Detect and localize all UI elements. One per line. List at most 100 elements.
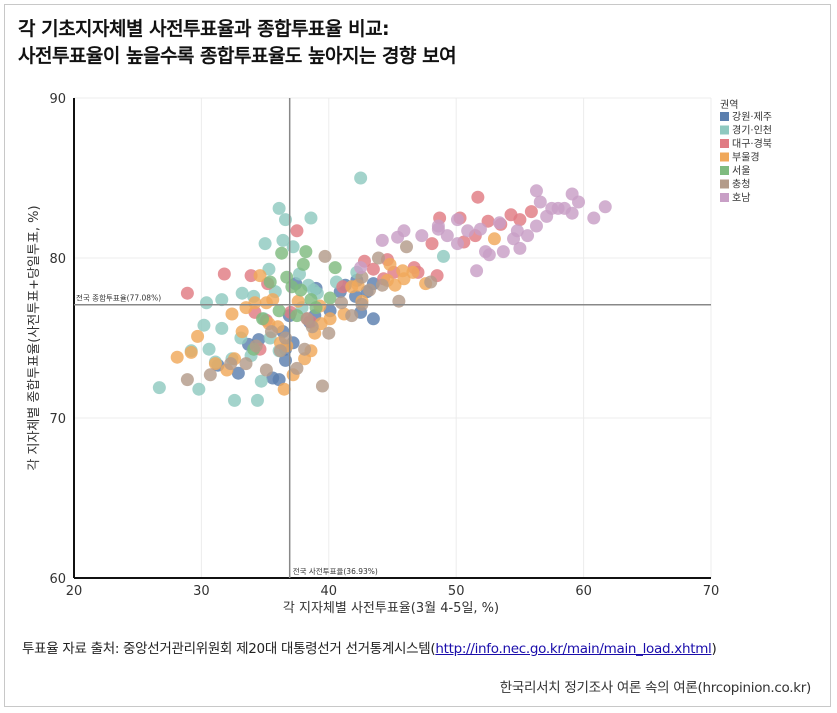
x-tick-label: 20: [66, 584, 83, 599]
data-point: [366, 312, 380, 326]
x-tick-label: 40: [321, 584, 338, 599]
data-point: [431, 219, 445, 233]
data-point: [318, 249, 332, 263]
data-point: [191, 329, 205, 343]
data-point: [215, 293, 229, 307]
legend-swatch: [720, 139, 729, 148]
data-point: [286, 240, 300, 254]
data-point: [244, 269, 258, 283]
legend-item-label: 대구·경북: [732, 137, 772, 150]
figure-frame: [4, 4, 831, 707]
data-point: [170, 350, 184, 364]
data-point: [529, 219, 543, 233]
data-point: [263, 275, 277, 289]
data-point: [291, 294, 305, 308]
data-point: [366, 262, 380, 276]
data-point: [470, 264, 484, 278]
data-point: [278, 213, 292, 227]
data-points: [152, 171, 612, 407]
data-point: [315, 379, 329, 393]
reference-label-vertical: 전국 사전투표율(36.93%): [293, 566, 378, 576]
x-tick-label: 60: [575, 584, 592, 599]
legend-item-label: 서울: [732, 165, 750, 177]
data-point: [278, 353, 292, 367]
data-point: [276, 233, 290, 247]
data-point: [493, 216, 507, 230]
y-tick-label: 80: [49, 252, 66, 267]
data-point: [513, 213, 527, 227]
data-point: [294, 283, 308, 297]
data-point: [513, 241, 527, 255]
data-point: [217, 267, 231, 281]
data-point: [275, 246, 289, 260]
data-point: [450, 213, 464, 227]
data-point: [290, 309, 304, 323]
data-point: [248, 296, 262, 310]
data-point: [228, 393, 242, 407]
x-tick-label: 70: [703, 584, 720, 599]
data-point: [231, 366, 245, 380]
legend-swatch: [720, 125, 729, 135]
data-point: [521, 229, 535, 243]
legend-item-label: 충청: [732, 179, 750, 191]
data-point: [309, 301, 323, 315]
source-suffix: ): [711, 641, 717, 657]
data-point: [345, 309, 359, 323]
data-point: [256, 312, 270, 326]
legend-title: 권역: [720, 99, 738, 111]
data-point: [253, 269, 267, 283]
legend-item-label: 부울경: [732, 151, 760, 164]
data-point: [415, 229, 429, 243]
data-point: [298, 342, 312, 356]
data-point: [354, 261, 368, 275]
legend-swatch: [720, 112, 729, 121]
data-point: [496, 245, 510, 259]
data-point: [363, 283, 377, 297]
data-point: [180, 286, 194, 300]
data-point: [355, 270, 369, 284]
source-link[interactable]: http://info.nec.go.kr/main/main_load.xht…: [435, 641, 712, 657]
credit-note: 한국리서치 정기조사 여론 속의 여론(hrcopinion.co.kr): [499, 680, 812, 696]
data-point: [529, 184, 543, 198]
data-point: [184, 345, 198, 359]
reference-label-horizontal: 전국 종합투표율(77.08%): [76, 293, 161, 303]
data-point: [524, 205, 538, 219]
data-point: [473, 222, 487, 236]
data-point: [354, 171, 368, 185]
data-point: [249, 339, 263, 353]
legend-swatch: [720, 179, 729, 189]
data-point: [406, 265, 420, 279]
data-point: [328, 261, 342, 275]
data-point: [371, 251, 385, 265]
data-point: [510, 224, 524, 238]
data-point: [450, 237, 464, 251]
data-point: [239, 357, 253, 371]
data-point: [436, 249, 450, 263]
legend-swatch: [720, 152, 729, 162]
data-point: [425, 237, 439, 251]
data-point: [272, 201, 286, 215]
legend-item-label: 강원·제주: [732, 111, 772, 123]
data-point: [598, 200, 612, 214]
data-point: [565, 206, 579, 220]
data-point: [400, 240, 414, 254]
data-point: [250, 393, 264, 407]
data-point: [254, 374, 268, 388]
data-point: [440, 229, 454, 243]
data-point: [397, 224, 411, 238]
data-point: [482, 248, 496, 262]
data-point: [375, 233, 389, 247]
data-point: [235, 325, 249, 339]
data-point: [322, 326, 336, 340]
data-point: [202, 342, 216, 356]
y-tick-label: 60: [49, 572, 66, 587]
data-point: [323, 312, 337, 326]
y-tick-label: 70: [49, 412, 66, 427]
data-point: [225, 307, 239, 321]
data-point: [272, 304, 286, 318]
data-point: [258, 237, 272, 251]
data-point: [304, 211, 318, 225]
data-point: [335, 296, 349, 310]
data-point: [235, 286, 249, 300]
